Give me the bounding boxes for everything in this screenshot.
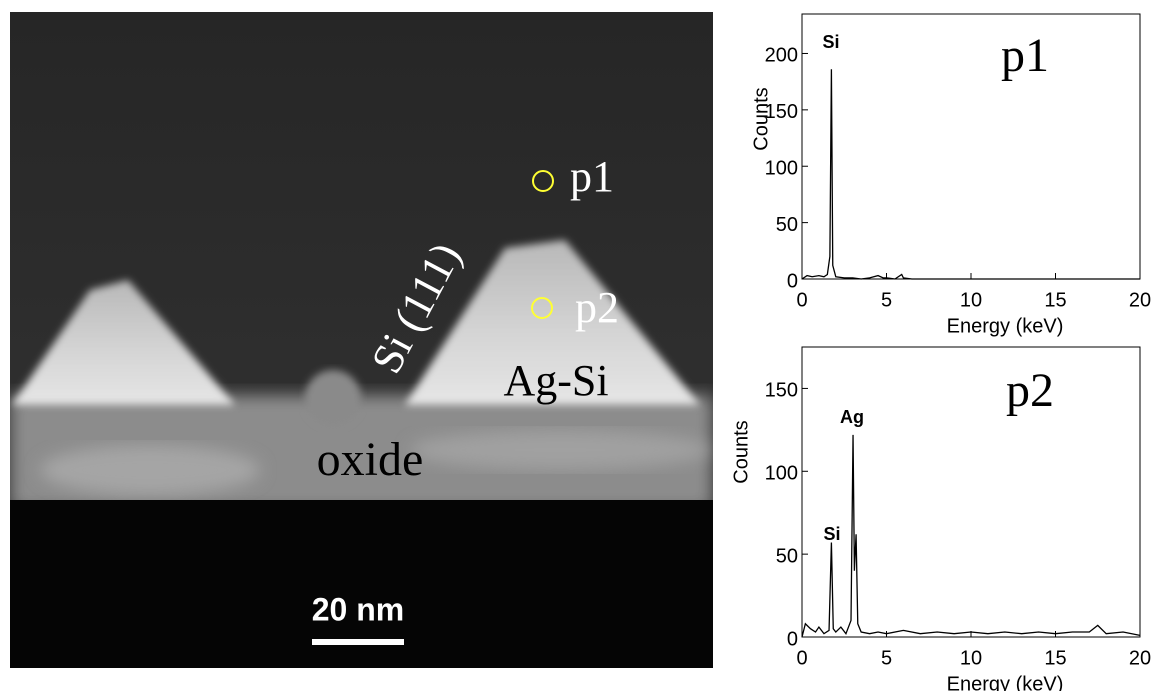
- y-tick-label: 50: [776, 214, 798, 236]
- y-tick-label: 100: [765, 158, 798, 180]
- scale-bar: [312, 639, 404, 645]
- label-oxide: oxide: [317, 433, 424, 486]
- label-particle: Ag-Si: [503, 356, 608, 405]
- label-p1: p1: [570, 152, 614, 201]
- tem-image: p1 p2 Si (111) Ag-Si oxide 20 nm: [10, 12, 713, 668]
- x-tick-label: 20: [1129, 289, 1151, 311]
- x-tick-label: 5: [881, 289, 892, 311]
- y-tick-label: 100: [765, 463, 798, 485]
- y-tick-label: 0: [787, 270, 798, 292]
- plot-frame: [801, 13, 1141, 280]
- y-axis-label: Counts: [750, 87, 772, 150]
- label-p2: p2: [575, 283, 619, 332]
- y-tick-label: 150: [765, 101, 798, 123]
- y-axis-label: Counts: [730, 420, 752, 483]
- spectrum-line: [801, 434, 1141, 638]
- chart-title: p2: [1006, 364, 1054, 417]
- spectrum-line: [801, 69, 1140, 280]
- y-tick-label: 150: [765, 380, 798, 402]
- x-tick-label: 20: [1129, 647, 1151, 669]
- scale-bar-label: 20 nm: [312, 591, 404, 627]
- x-axis-label: Energy (keV): [947, 673, 1064, 691]
- x-tick-label: 10: [960, 289, 982, 311]
- y-tick-label: 0: [787, 628, 798, 650]
- x-tick-label: 0: [796, 647, 807, 669]
- x-axis-label: Energy (keV): [947, 315, 1064, 337]
- x-tick-label: 0: [796, 289, 807, 311]
- y-tick-label: 200: [765, 45, 798, 67]
- peak-label: Si: [823, 524, 840, 544]
- x-tick-label: 5: [881, 647, 892, 669]
- peak-label: Si: [822, 32, 839, 52]
- x-tick-label: 10: [960, 647, 982, 669]
- peak-label: Ag: [840, 407, 864, 427]
- x-tick-label: 15: [1044, 647, 1066, 669]
- x-tick-label: 15: [1044, 289, 1066, 311]
- chart-title: p1: [1001, 29, 1049, 82]
- y-tick-label: 50: [776, 545, 798, 567]
